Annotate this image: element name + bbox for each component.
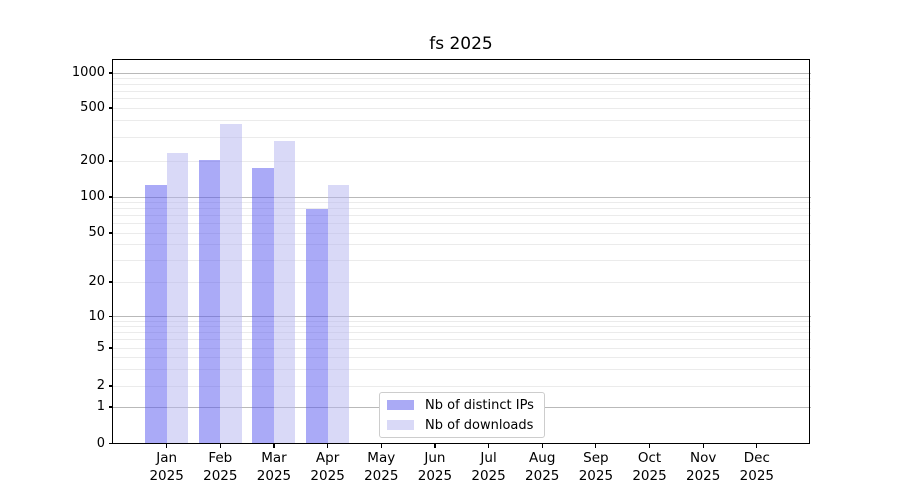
x-tick-label: Dec 2025 (739, 450, 775, 484)
x-tick-label: Jul 2025 (471, 450, 506, 484)
y-tick-label: 50 (88, 225, 105, 240)
grid-line-minor (113, 244, 811, 246)
x-tick-mark (273, 443, 275, 448)
bar-nb-of-downloads-jan-2025 (166, 152, 189, 444)
x-tick-mark (648, 443, 651, 448)
y-tick-mark (108, 160, 113, 162)
chart-title: fs 2025 (429, 34, 493, 54)
grid-line-minor (113, 339, 811, 341)
grid-line-minor (113, 208, 811, 210)
x-tick-mark (219, 443, 221, 448)
legend-label-downloads: Nb of downloads (425, 417, 534, 433)
x-tick-mark (380, 443, 382, 448)
legend-item-downloads: Nb of downloads (387, 418, 536, 433)
grid-line-minor (113, 98, 811, 100)
legend-item-distinct-ips: Nb of distinct IPs (387, 398, 536, 413)
x-tick-label: May 2025 (364, 450, 399, 484)
y-tick-label: 100 (80, 189, 105, 204)
y-tick-mark (108, 406, 113, 408)
grid-line-minor (113, 368, 811, 370)
x-tick-label: Feb 2025 (203, 450, 238, 484)
y-tick-label: 10 (88, 308, 105, 324)
y-tick-mark (108, 196, 113, 198)
grid-line-minor (113, 281, 811, 283)
legend-swatch-downloads-icon (387, 419, 414, 431)
grid-line-minor (113, 385, 811, 387)
grid-line-minor (113, 320, 811, 322)
x-tick-label: Oct 2025 (632, 450, 667, 484)
x-tick-label: Nov 2025 (686, 450, 721, 484)
x-tick-label: Mar 2025 (256, 450, 292, 484)
bar-nb-of-distinct-ips-mar-2025 (252, 167, 274, 444)
y-tick-label: 5 (96, 340, 105, 355)
legend: Nb of distinct IPs Nb of downloads (379, 392, 545, 438)
grid-line-minor (113, 201, 811, 203)
bar-nb-of-distinct-ips-jan-2025 (145, 185, 167, 444)
grid-line-minor (113, 347, 811, 349)
x-tick-mark (327, 443, 329, 448)
grid-line-minor (113, 77, 811, 79)
y-tick-label: 20 (88, 274, 105, 289)
grid-line-minor (113, 259, 811, 261)
x-tick-mark (434, 443, 436, 448)
bar-nb-of-downloads-mar-2025 (273, 140, 296, 444)
x-tick-label: Apr 2025 (310, 450, 345, 484)
y-tick-mark (108, 281, 113, 283)
grid-line-minor (113, 107, 811, 109)
bar-nb-of-downloads-apr-2025 (327, 185, 350, 444)
grid-line-minor (113, 215, 811, 217)
y-tick-label: 2 (96, 378, 105, 393)
grid-line-minor (113, 332, 811, 334)
y-tick-mark (108, 385, 113, 387)
y-tick-label: 200 (80, 153, 105, 168)
x-tick-label: Sep 2025 (578, 450, 614, 484)
x-tick-label: Aug 2025 (525, 450, 560, 484)
x-tick-label: Jun 2025 (417, 450, 453, 484)
x-tick-mark (487, 443, 490, 448)
y-tick-label: 1000 (71, 65, 105, 80)
x-tick-mark (595, 443, 597, 448)
grid-line-minor (113, 326, 811, 328)
grid-line-minor (113, 232, 811, 234)
y-tick-label: 0 (96, 435, 105, 451)
bar-nb-of-downloads-feb-2025 (220, 123, 242, 444)
bar-nb-of-distinct-ips-apr-2025 (306, 208, 328, 444)
y-tick-mark (108, 347, 113, 349)
x-tick-mark (756, 443, 758, 448)
grid-line-major (113, 72, 811, 74)
x-tick-mark (166, 443, 168, 448)
grid-line-minor (113, 356, 811, 358)
x-tick-mark (702, 443, 704, 448)
grid-line-minor (113, 120, 811, 122)
legend-label-distinct-ips: Nb of distinct IPs (425, 397, 534, 413)
y-tick-mark (108, 107, 113, 109)
grid-line-minor (113, 83, 811, 85)
x-tick-label: Jan 2025 (149, 450, 184, 484)
y-tick-label: 500 (80, 100, 105, 115)
grid-line-minor (113, 160, 811, 162)
x-tick-mark (541, 443, 543, 448)
y-tick-label: 1 (96, 399, 105, 414)
y-tick-mark (108, 232, 113, 234)
grid-line-minor (113, 90, 811, 92)
grid-line-minor (113, 137, 811, 139)
y-tick-mark (108, 72, 113, 74)
grid-line-major (113, 316, 811, 317)
y-tick-mark (108, 315, 113, 318)
grid-line-minor (113, 223, 811, 225)
legend-swatch-distinct-ips-icon (387, 399, 414, 411)
bar-nb-of-distinct-ips-feb-2025 (198, 159, 221, 444)
grid-line-major (113, 196, 811, 198)
y-tick-mark (108, 442, 113, 445)
